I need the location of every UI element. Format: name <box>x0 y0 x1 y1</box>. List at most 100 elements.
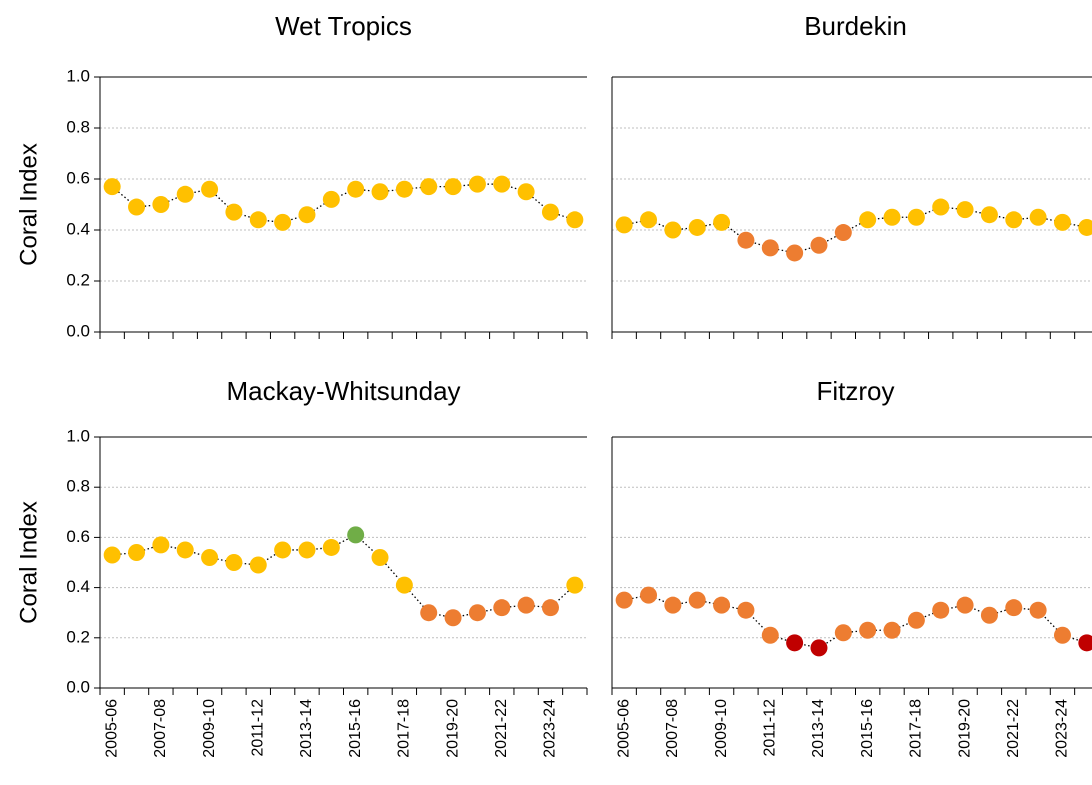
data-point <box>713 213 731 231</box>
data-point <box>956 596 974 614</box>
data-point <box>1053 626 1071 644</box>
data-point <box>688 591 706 609</box>
x-tick-label: 2015-16 <box>859 699 876 758</box>
series-line <box>112 534 576 619</box>
data-point <box>371 183 389 201</box>
x-tick-label: 2007-08 <box>664 699 681 758</box>
x-tick-label: 2023-24 <box>542 699 559 758</box>
data-point <box>176 185 194 203</box>
data-point <box>1005 211 1023 229</box>
x-tick-label: 2011-12 <box>249 699 266 757</box>
data-point <box>883 208 901 226</box>
x-tick-label: 2017-18 <box>908 699 925 758</box>
data-point <box>152 196 170 213</box>
data-point <box>420 604 438 622</box>
data-point <box>688 218 706 236</box>
y-tick-label: 1.0 <box>66 426 90 445</box>
data-point <box>907 611 925 629</box>
data-point <box>128 198 146 216</box>
data-point <box>810 639 828 657</box>
data-point <box>517 183 535 201</box>
x-tick-label: 2007-08 <box>152 699 169 758</box>
data-point <box>201 180 219 198</box>
y-tick-label: 1.0 <box>66 66 90 85</box>
data-point <box>640 211 658 229</box>
data-point <box>883 621 901 639</box>
y-tick-label: 0.6 <box>66 168 90 187</box>
x-tick-label: 2013-14 <box>298 699 315 758</box>
data-point <box>371 548 389 566</box>
data-point <box>932 198 950 216</box>
data-point <box>103 546 121 564</box>
data-point <box>834 624 852 642</box>
x-tick-label: 2009-10 <box>201 699 218 758</box>
y-tick-label: 0.0 <box>66 677 90 696</box>
data-point <box>444 178 462 196</box>
y-tick-label: 0.8 <box>66 117 90 136</box>
data-point <box>1029 208 1047 226</box>
data-point <box>859 211 877 229</box>
data-point <box>274 213 292 231</box>
data-point <box>395 180 413 198</box>
data-point <box>128 543 146 561</box>
data-point <box>1053 213 1071 231</box>
data-point <box>566 576 584 594</box>
y-tick-label: 0.2 <box>66 270 90 289</box>
data-point <box>322 190 340 208</box>
data-point <box>468 175 486 193</box>
x-tick-label: 2005-06 <box>103 699 120 758</box>
y-axis-label: Coral Index <box>15 143 42 266</box>
data-point <box>395 576 413 594</box>
data-point <box>907 208 925 226</box>
panel-title: Mackay-Whitsunday <box>226 376 460 406</box>
data-point <box>810 236 828 254</box>
x-tick-label: 2021-22 <box>1005 699 1022 758</box>
data-point <box>541 599 559 617</box>
data-point <box>176 541 194 559</box>
data-point <box>786 244 804 262</box>
x-tick-label: 2009-10 <box>713 699 730 758</box>
y-axis-label: Coral Index <box>15 501 42 624</box>
data-point <box>956 201 974 219</box>
x-tick-label: 2013-14 <box>810 699 827 758</box>
y-tick-label: 0.4 <box>66 219 90 238</box>
data-point <box>493 599 511 617</box>
data-point <box>664 221 682 239</box>
data-point <box>615 216 633 234</box>
data-point <box>859 621 877 639</box>
data-point <box>1029 601 1047 619</box>
data-point <box>761 626 779 644</box>
panel-title: Wet Tropics <box>275 11 412 41</box>
data-point <box>152 536 170 554</box>
x-tick-label: 2019-20 <box>956 699 973 758</box>
data-point <box>737 231 755 249</box>
data-point <box>493 175 511 193</box>
data-point <box>761 239 779 257</box>
x-tick-label: 2015-16 <box>347 699 364 758</box>
data-point <box>1078 218 1092 236</box>
data-point <box>980 606 998 624</box>
data-point <box>444 609 462 627</box>
data-point <box>298 541 316 559</box>
data-point <box>249 556 267 574</box>
data-point <box>274 541 292 559</box>
data-point <box>932 601 950 619</box>
panel-title: Burdekin <box>804 11 907 41</box>
data-point <box>225 554 243 571</box>
data-point <box>640 586 658 604</box>
data-point <box>786 634 804 652</box>
data-point <box>615 591 633 609</box>
y-tick-label: 0.0 <box>66 321 90 340</box>
data-point <box>347 180 365 198</box>
data-point <box>420 178 438 196</box>
x-tick-label: 2005-06 <box>615 699 632 758</box>
data-point <box>980 206 998 224</box>
x-tick-label: 2017-18 <box>396 699 413 758</box>
panel-title: Fitzroy <box>817 376 895 406</box>
data-point <box>347 526 365 544</box>
data-point <box>468 604 486 622</box>
data-point <box>834 224 852 242</box>
data-point <box>541 203 559 221</box>
data-point <box>298 206 316 224</box>
